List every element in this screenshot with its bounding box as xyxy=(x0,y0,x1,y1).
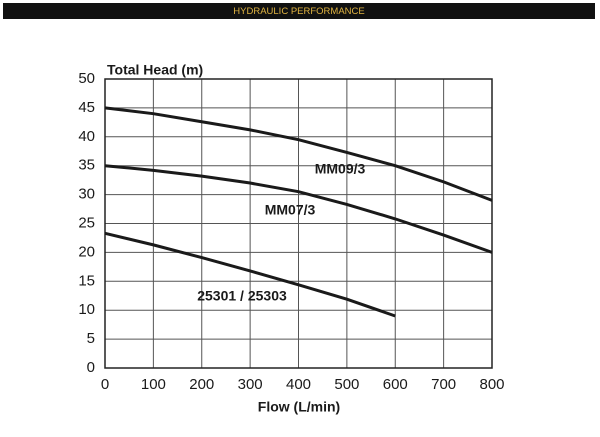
header-bar xyxy=(3,3,595,19)
x-tick-label: 400 xyxy=(286,376,311,393)
series-line xyxy=(104,164,493,254)
x-tick-label: 700 xyxy=(431,376,456,393)
y-axis-label: Total Head (m) xyxy=(107,62,203,78)
x-tick-label: 500 xyxy=(334,376,359,393)
series-line xyxy=(104,106,493,202)
x-tick-label: 200 xyxy=(189,376,214,393)
y-tick-label: 10 xyxy=(78,301,95,318)
x-tick-label: 300 xyxy=(238,376,263,393)
y-tick-label: 35 xyxy=(78,157,95,174)
x-axis-label: Flow (L/min) xyxy=(258,399,340,415)
series-label: MM09/3 xyxy=(315,161,366,177)
y-tick-label: 45 xyxy=(78,99,95,116)
y-tick-label: 0 xyxy=(87,359,95,376)
series-line xyxy=(104,231,396,318)
y-tick-label: 5 xyxy=(87,330,95,347)
series-label: MM07/3 xyxy=(265,202,316,218)
plot-frame xyxy=(104,78,493,369)
x-tick-label: 800 xyxy=(479,376,504,393)
y-tick-label: 20 xyxy=(78,243,95,260)
x-tick-label: 600 xyxy=(383,376,408,393)
y-tick-label: 15 xyxy=(78,272,95,289)
y-tick-label: 40 xyxy=(78,128,95,145)
x-tick-label: 100 xyxy=(141,376,166,393)
x-tick-label: 0 xyxy=(101,376,109,393)
y-tick-label: 25 xyxy=(78,214,95,231)
y-tick-label: 50 xyxy=(78,70,95,87)
series-label: 25301 / 25303 xyxy=(197,288,287,304)
header-title: HYDRAULIC PERFORMANCE xyxy=(233,6,364,17)
y-tick-label: 30 xyxy=(78,186,95,203)
